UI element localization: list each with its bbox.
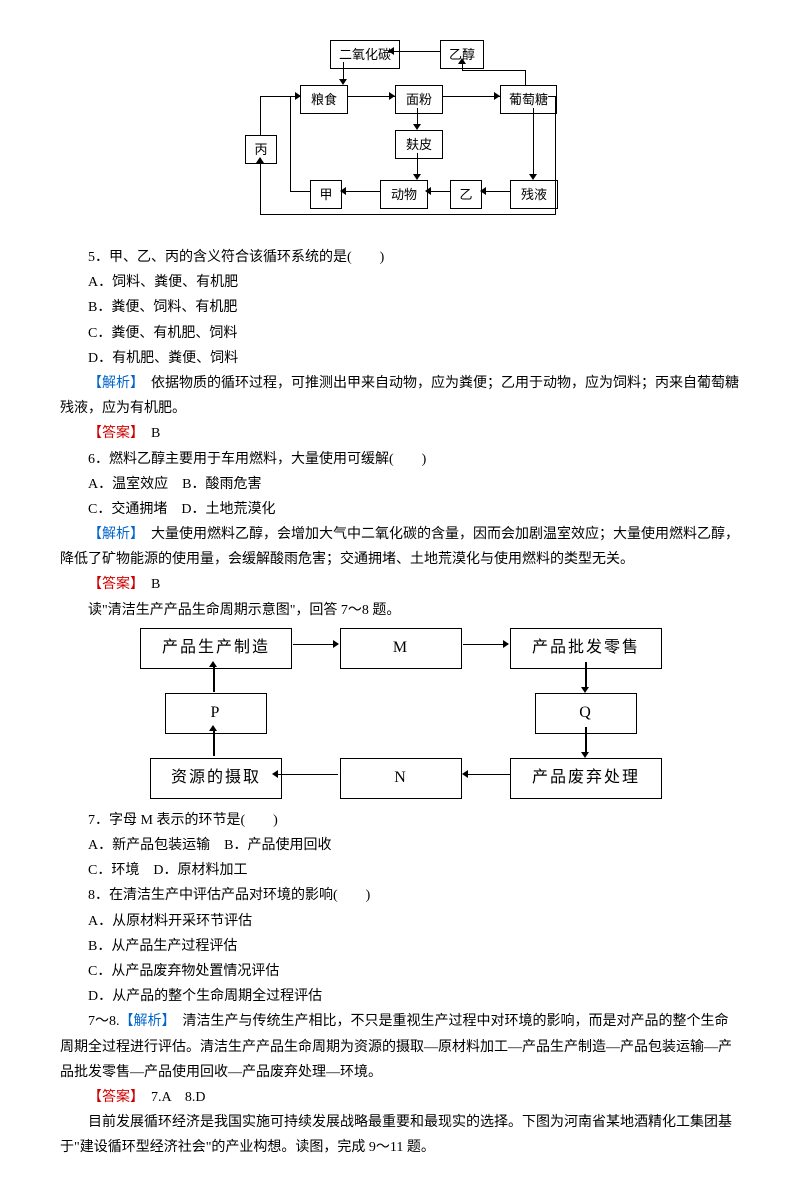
q5-opt-a: A．饲料、粪便、有机肥 xyxy=(60,270,740,295)
node-n: N xyxy=(340,758,462,799)
analysis-label: 【解析】 xyxy=(88,376,137,391)
analysis-text: 依据物质的循环过程，可推测出甲来自动物，应为粪便；乙用于动物，应为饲料；丙来自葡… xyxy=(60,376,739,416)
q6-analysis: 【解析】 大量使用燃料乙醇，会增加大气中二氧化碳的含量，因而会加剧温室效应；大量… xyxy=(60,522,740,572)
analysis-num: 7～8. xyxy=(88,1014,120,1029)
lifecycle-diagram: 产品生产制造 M 产品批发零售 P Q 资源的摄取 N 产品废弃处理 xyxy=(140,628,660,798)
node-m: M xyxy=(340,628,462,669)
node-jia: 甲 xyxy=(310,180,342,209)
q78-answer: 【答案】 7.A 8.D xyxy=(60,1085,740,1110)
node-flour: 面粉 xyxy=(395,85,443,114)
answer-text: B xyxy=(137,577,160,592)
node-bran: 麸皮 xyxy=(395,130,443,159)
intro-78: 读"清洁生产产品生命周期示意图"，回答 7～8 题。 xyxy=(60,598,740,623)
q5-answer: 【答案】 B xyxy=(60,421,740,446)
node-disposal: 产品废弃处理 xyxy=(510,758,662,799)
q8-opt-c: C．从产品废弃物处置情况评估 xyxy=(60,959,740,984)
q7-opt-c: C．环境 D．原材料加工 xyxy=(60,858,740,883)
q6-opt-c: C．交通拥堵 D．土地荒漠化 xyxy=(60,497,740,522)
node-animal: 动物 xyxy=(380,180,428,209)
node-resource: 资源的摄取 xyxy=(150,758,282,799)
node-grain: 粮食 xyxy=(300,85,348,114)
q6-opt-a: A．温室效应 B．酸雨危害 xyxy=(60,472,740,497)
analysis-text: 大量使用燃料乙醇，会增加大气中二氧化碳的含量，因而会加剧温室效应；大量使用燃料乙… xyxy=(60,527,739,567)
answer-label: 【答案】 xyxy=(88,1090,137,1105)
answer-text: 7.A 8.D xyxy=(137,1090,205,1105)
node-yi: 乙 xyxy=(450,180,482,209)
q8-opt-a: A．从原材料开采环节评估 xyxy=(60,909,740,934)
q5-opt-d: D．有机肥、粪便、饲料 xyxy=(60,346,740,371)
node-glucose: 葡萄糖 xyxy=(500,85,557,114)
intro-911: 目前发展循环经济是我国实施可持续发展战略最重要和最现实的选择。下图为河南省某地酒… xyxy=(60,1110,740,1160)
q5-analysis: 【解析】 依据物质的循环过程，可推测出甲来自动物，应为粪便；乙用于动物，应为饲料… xyxy=(60,371,740,421)
q7-opt-a: A．新产品包装运输 B．产品使用回收 xyxy=(60,833,740,858)
cycle-diagram: 二氧化碳 乙醇 粮食 面粉 葡萄糖 丙 麸皮 甲 动物 乙 残液 xyxy=(215,40,585,230)
answer-label: 【答案】 xyxy=(88,426,137,441)
q5-stem: 5．甲、乙、丙的含义符合该循环系统的是( ) xyxy=(60,245,740,270)
analysis-label: 【解析】 xyxy=(88,527,137,542)
q78-analysis: 7～8.【解析】 清洁生产与传统生产相比，不只是重视生产过程中对环境的影响，而是… xyxy=(60,1009,740,1085)
q7-stem: 7．字母 M 表示的环节是( ) xyxy=(60,808,740,833)
q8-opt-b: B．从产品生产过程评估 xyxy=(60,934,740,959)
analysis-label: 【解析】 xyxy=(120,1014,169,1029)
answer-text: B xyxy=(137,426,160,441)
node-residue: 残液 xyxy=(510,180,558,209)
q8-stem: 8．在清洁生产中评估产品对环境的影响( ) xyxy=(60,883,740,908)
q6-answer: 【答案】 B xyxy=(60,572,740,597)
answer-label: 【答案】 xyxy=(88,577,137,592)
q6-stem: 6．燃料乙醇主要用于车用燃料，大量使用可缓解( ) xyxy=(60,447,740,472)
q5-opt-c: C．粪便、有机肥、饲料 xyxy=(60,321,740,346)
q8-opt-d: D．从产品的整个生命周期全过程评估 xyxy=(60,984,740,1009)
q5-opt-b: B．粪便、饲料、有机肥 xyxy=(60,295,740,320)
